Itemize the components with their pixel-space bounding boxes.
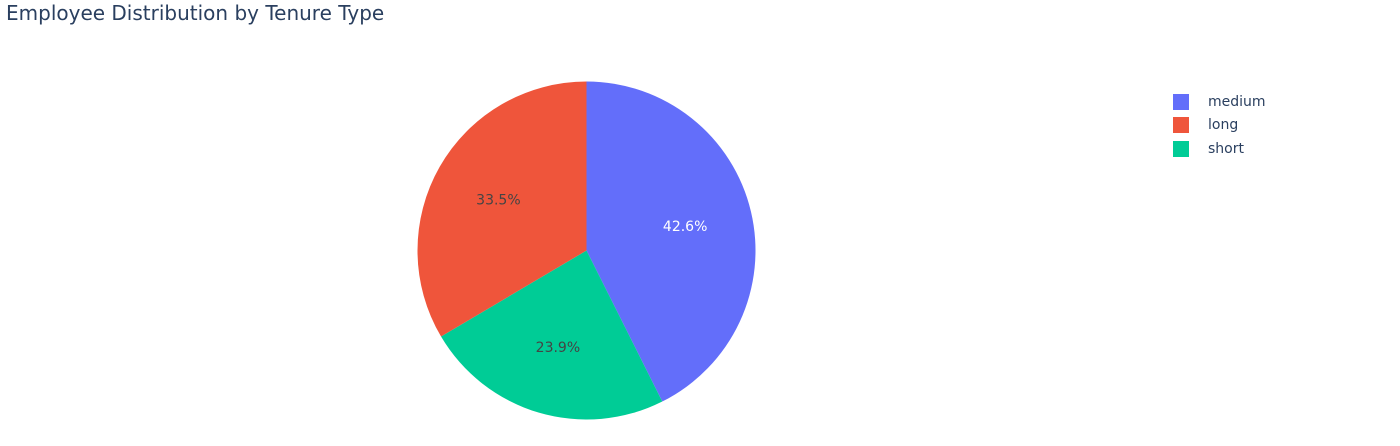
pie-slice-label-medium: 42.6% xyxy=(663,219,707,235)
legend-label-short: short xyxy=(1208,140,1244,157)
legend: medium long short xyxy=(1173,90,1266,161)
legend-label-long: long xyxy=(1208,117,1239,134)
legend-item-short[interactable]: short xyxy=(1173,137,1266,161)
pie-slice-label-short: 23.9% xyxy=(536,340,580,356)
legend-label-medium: medium xyxy=(1208,93,1266,110)
legend-item-medium[interactable]: medium xyxy=(1173,90,1266,114)
pie-slice-medium[interactable] xyxy=(586,81,756,402)
legend-swatch-long xyxy=(1173,117,1189,134)
pie-slice-short[interactable] xyxy=(441,250,663,420)
pie-slice-label-long: 33.5% xyxy=(476,192,520,208)
legend-swatch-short xyxy=(1173,140,1189,157)
pie-slice-long[interactable] xyxy=(417,81,587,337)
chart-title: Employee Distribution by Tenure Type xyxy=(6,1,385,25)
legend-swatch-medium xyxy=(1173,93,1189,110)
legend-item-long[interactable]: long xyxy=(1173,114,1266,138)
